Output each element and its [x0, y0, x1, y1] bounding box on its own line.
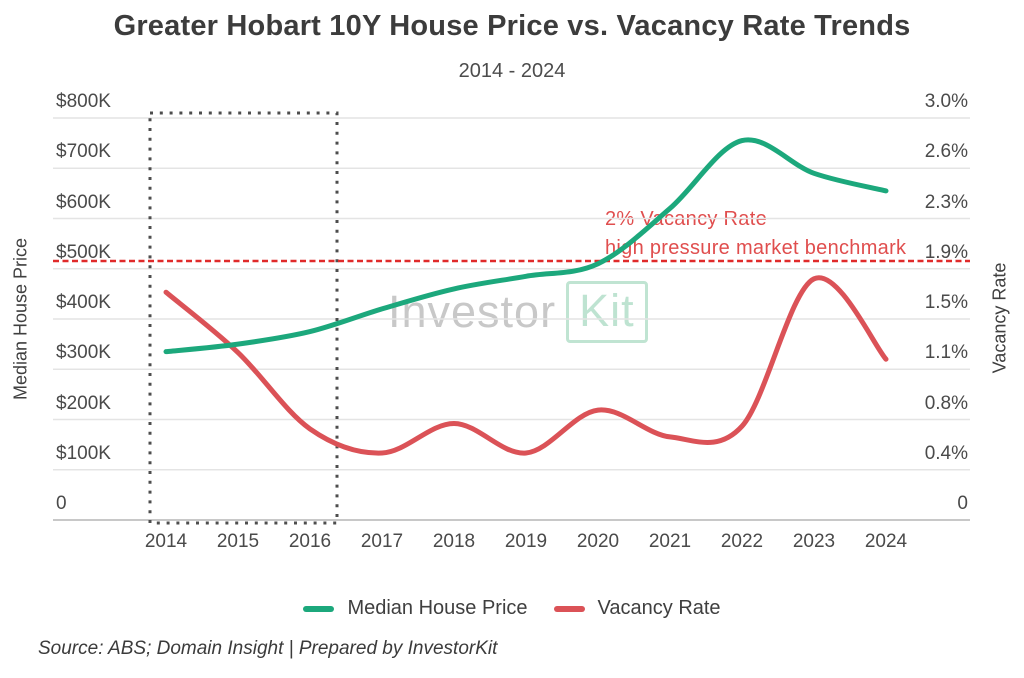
- x-axis-tick: 2020: [576, 531, 620, 552]
- left-axis-tick: $100K: [56, 442, 111, 464]
- x-axis-tick: 2021: [648, 531, 692, 552]
- benchmark-annotation-line2: high pressure market benchmark: [605, 237, 907, 259]
- right-axis-tick: 2.6%: [924, 141, 968, 163]
- left-axis-tick: $500K: [56, 241, 111, 263]
- left-axis-title: Median House Price: [10, 237, 31, 401]
- legend-item-median-house-price: Median House Price: [303, 597, 528, 620]
- legend-label: Vacancy Rate: [597, 597, 721, 619]
- price-line-swatch: [303, 605, 335, 612]
- vacancy-line-swatch: [553, 605, 585, 612]
- x-axis-tick: 2022: [720, 531, 764, 552]
- investorkit-watermark: Investor Kit: [388, 281, 648, 343]
- x-axis-tick: 2014: [144, 531, 188, 552]
- x-axis-tick: 2019: [504, 531, 548, 552]
- watermark-text-investor: Investor: [388, 286, 557, 337]
- left-axis-tick: 0: [56, 493, 67, 514]
- right-axis-tick: 1.5%: [924, 292, 968, 313]
- right-axis-tick: 0.4%: [924, 442, 968, 464]
- right-axis-tick: 2.3%: [924, 191, 968, 213]
- highlight-box-2014-2016: [148, 111, 339, 525]
- legend-item-vacancy-rate: Vacancy Rate: [553, 597, 721, 620]
- x-axis-tick: 2024: [864, 531, 908, 552]
- chart-title: Greater Hobart 10Y House Price vs. Vacan…: [113, 10, 911, 42]
- x-axis-tick: 2017: [360, 531, 404, 552]
- benchmark-annotation-line1: 2% Vacancy Rate: [605, 208, 767, 230]
- left-axis-tick: $700K: [56, 141, 111, 163]
- x-axis-tick: 2015: [216, 531, 260, 552]
- left-axis-tick: $300K: [56, 342, 111, 364]
- x-axis-tick: 2023: [792, 531, 836, 552]
- benchmark-annotation: 2% Vacancy Rate high pressure market ben…: [605, 205, 906, 263]
- left-axis-tick: $200K: [56, 392, 111, 414]
- x-axis-tick: 2016: [288, 531, 332, 552]
- source-note: Source: ABS; Domain Insight | Prepared b…: [38, 638, 498, 659]
- right-axis-tick: 0: [957, 493, 968, 514]
- right-axis-title: Vacancy Rate: [989, 262, 1010, 374]
- chart-legend: Median House Price Vacancy Rate: [0, 597, 1024, 620]
- right-axis-tick: 1.9%: [924, 241, 968, 263]
- right-axis-tick: 0.8%: [924, 392, 968, 414]
- watermark-kit-box: Kit: [566, 281, 648, 343]
- left-axis-tick: $600K: [56, 191, 111, 213]
- right-axis-tick: 1.1%: [924, 342, 968, 364]
- left-axis-tick: $800K: [56, 91, 111, 112]
- right-axis-tick: 3.0%: [924, 91, 968, 112]
- left-axis-tick: $400K: [56, 292, 111, 313]
- legend-label: Median House Price: [347, 597, 528, 619]
- chart-subtitle: 2014 - 2024: [458, 60, 566, 82]
- x-axis-tick: 2018: [432, 531, 476, 552]
